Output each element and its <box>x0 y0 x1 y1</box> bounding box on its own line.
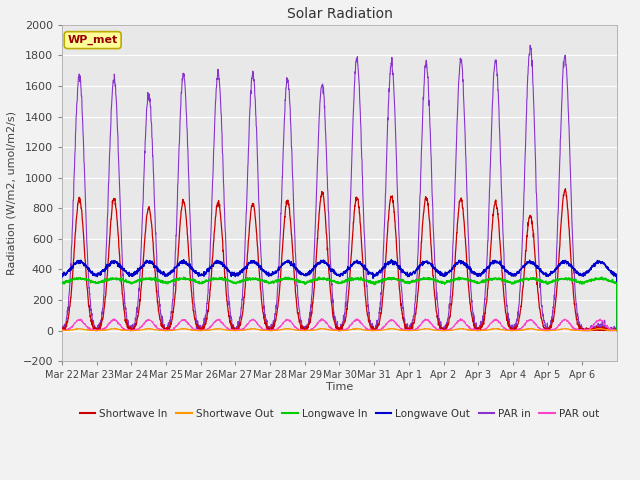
Legend: Shortwave In, Shortwave Out, Longwave In, Longwave Out, PAR in, PAR out: Shortwave In, Shortwave Out, Longwave In… <box>76 405 604 423</box>
Text: WP_met: WP_met <box>68 35 118 45</box>
Y-axis label: Radiation (W/m2, umol/m2/s): Radiation (W/m2, umol/m2/s) <box>7 111 17 275</box>
Title: Solar Radiation: Solar Radiation <box>287 7 392 21</box>
X-axis label: Time: Time <box>326 382 353 392</box>
